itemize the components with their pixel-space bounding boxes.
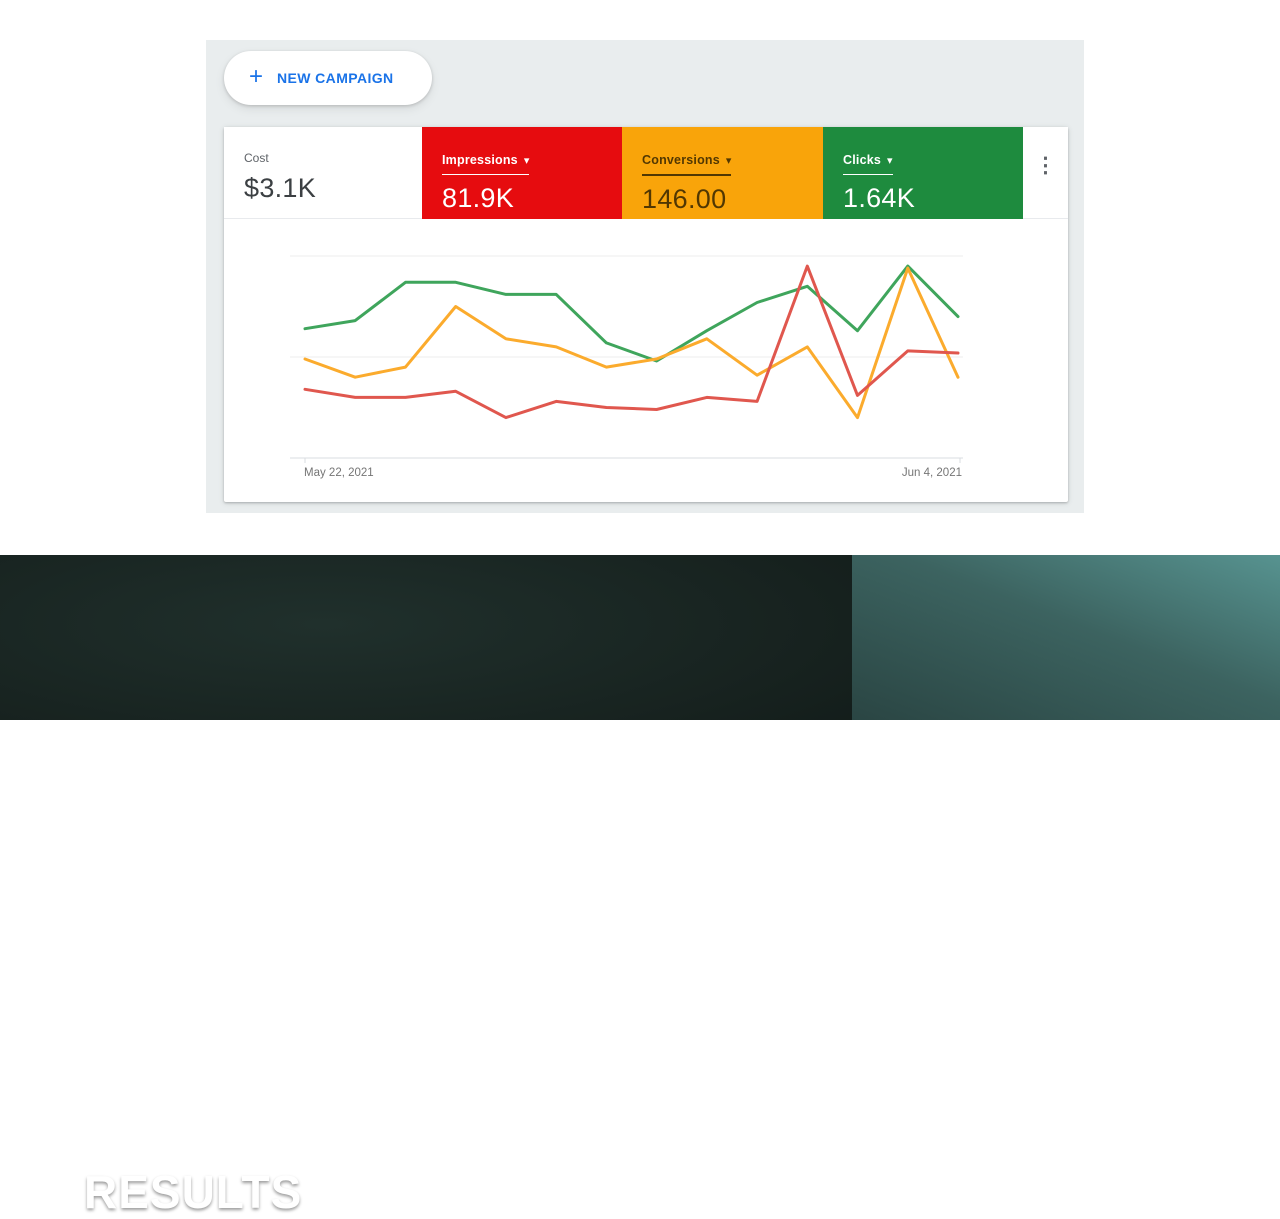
series-line-clicks: [303, 264, 960, 363]
scorecard-conversions-value: 146.00: [642, 184, 727, 214]
plus-icon: +: [249, 63, 264, 90]
x-axis-end-date: Jun 4, 2021: [901, 467, 962, 479]
scorecard-clicks[interactable]: Clicks ▾ 1.64K: [823, 127, 1023, 219]
scorecard-impressions-value: 81.9K: [442, 183, 515, 213]
dropdown-arrow-icon: ▾: [887, 155, 893, 167]
dropdown-arrow-icon: ▾: [725, 155, 732, 167]
kebab-menu-icon[interactable]: ⋮: [1035, 154, 1056, 178]
scorecard-impressions-label: Impressions: [442, 153, 518, 167]
scorecard-clicks-label: Clicks: [843, 153, 882, 167]
scorecard-conversions-label: Conversions: [642, 153, 720, 167]
slide-title: RESULTS: [84, 1166, 303, 1218]
dashboard-screenshot: + NEW CAMPAIGN Cost $3.1K Impressions ▾ 8…: [206, 40, 1084, 513]
scorecard-clicks-value: 1.64K: [843, 183, 916, 213]
series-line-impressions: [303, 264, 960, 420]
new-campaign-button[interactable]: + NEW CAMPAIGN: [224, 51, 432, 105]
scorecard-bar: Cost $3.1K Impressions ▾ 81.9K Conversion…: [224, 127, 1068, 219]
conversions-metric-dropdown[interactable]: Conversions ▾: [642, 151, 732, 176]
banner-teal-panel: [852, 555, 1280, 720]
scorecard-cost-value: $3.1K: [244, 173, 317, 203]
impressions-metric-dropdown[interactable]: Impressions ▾: [442, 151, 530, 175]
performance-card: Cost $3.1K Impressions ▾ 81.9K Conversion…: [224, 127, 1068, 502]
card-options-cell: ⋮: [1023, 127, 1068, 219]
scorecard-impressions[interactable]: Impressions ▾ 81.9K: [422, 127, 622, 219]
dropdown-arrow-icon: ▾: [523, 155, 530, 167]
scorecard-cost-label: Cost: [244, 151, 269, 165]
banner-dark-panel: [0, 555, 852, 720]
performance-line-chart: May 22, 2021 Jun 4, 2021: [224, 219, 1068, 502]
new-campaign-label: NEW CAMPAIGN: [277, 70, 394, 86]
scorecard-cost: Cost $3.1K: [224, 127, 422, 219]
slide-footer-banner: RESULTS: [0, 555, 1280, 1218]
x-axis-start-date: May 22, 2021: [304, 467, 374, 479]
series-line-conversions: [303, 266, 960, 420]
chart-canvas: [290, 255, 963, 463]
clicks-metric-dropdown[interactable]: Clicks ▾: [843, 151, 893, 175]
scorecard-conversions[interactable]: Conversions ▾ 146.00: [622, 127, 823, 219]
